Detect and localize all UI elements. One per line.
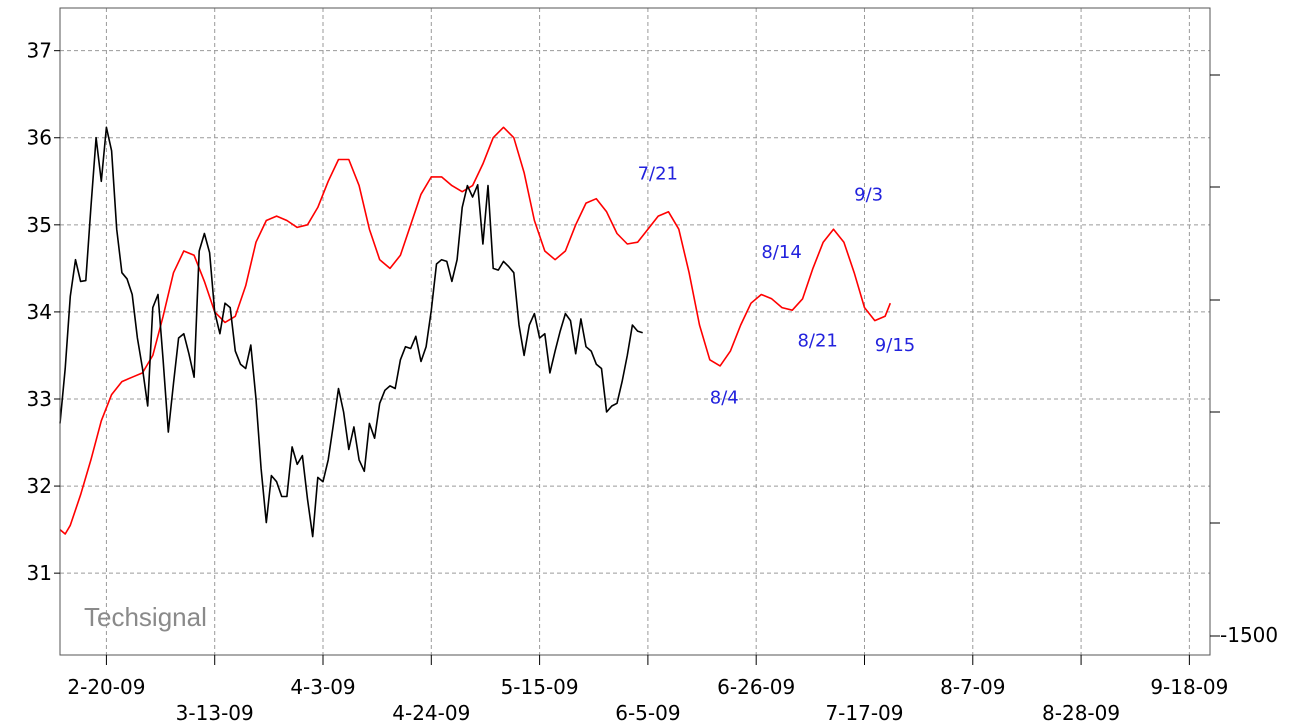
y-tick-label: 32 <box>27 474 52 498</box>
watermark: Techsignal <box>84 602 207 632</box>
annotation-label: 9/15 <box>875 335 915 356</box>
x-tick-label: 4-3-09 <box>290 675 355 699</box>
x-tick-label: 5-15-09 <box>501 675 579 699</box>
x-tick-label: 7-17-09 <box>825 701 903 725</box>
annotation-label: 8/4 <box>710 387 739 408</box>
x-tick-label: 6-5-09 <box>615 701 680 725</box>
plot-border <box>59 7 1211 656</box>
y-tick-label: 34 <box>27 300 52 324</box>
y-tick-label: 35 <box>27 213 52 237</box>
x-tick-label: 9-18-09 <box>1150 675 1228 699</box>
y-axis-labels: 31 32 33 34 35 36 37 <box>27 39 52 585</box>
right-axis-label: -1500 <box>1220 623 1278 647</box>
annotation-label: 8/21 <box>797 331 837 352</box>
y-tick-label: 36 <box>27 126 52 150</box>
x-tick-label: 2-20-09 <box>67 675 145 699</box>
x-tick-label: 6-26-09 <box>717 675 795 699</box>
annotation-label: 8/14 <box>761 242 801 263</box>
annotation-label: 7/21 <box>638 164 678 185</box>
y-tick-label: 31 <box>27 561 52 585</box>
grid-lines <box>60 8 1210 655</box>
plot-frame <box>59 7 1211 656</box>
y-tick-label: 33 <box>27 387 52 411</box>
annotation-labels: 7/21 8/4 8/14 8/21 9/3 9/15 <box>638 164 916 409</box>
x-tick-label: 8-7-09 <box>940 675 1005 699</box>
series-line-price <box>59 126 643 538</box>
x-axis-labels: 2-20-09 3-13-09 4-3-09 4-24-09 5-15-09 6-5-09… <box>67 675 1228 725</box>
x-tick-label: 8-28-09 <box>1042 701 1120 725</box>
x-tick-label: 4-24-09 <box>392 701 470 725</box>
series-line-forecast <box>59 126 892 535</box>
series-layer <box>59 126 892 538</box>
x-tick-label: 3-13-09 <box>176 701 254 725</box>
y-tick-label: 37 <box>27 39 52 63</box>
annotation-label: 9/3 <box>854 184 883 205</box>
axis-ticks <box>54 50 1220 665</box>
